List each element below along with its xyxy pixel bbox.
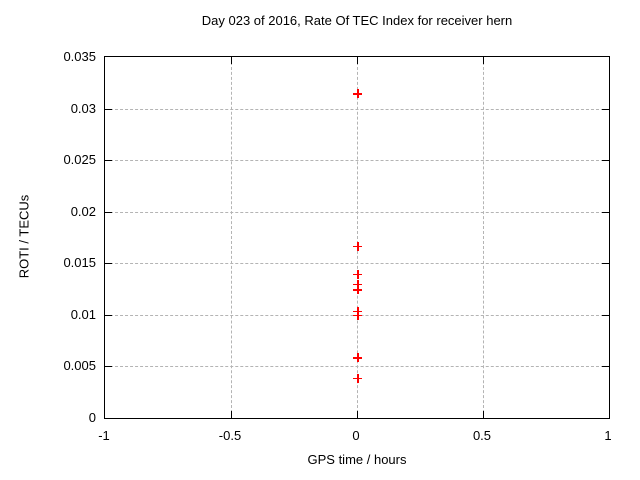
y-tick-label: 0.02 xyxy=(70,203,96,219)
x-tick-label: -0.5 xyxy=(218,428,242,443)
y-tick-label: 0.01 xyxy=(70,306,96,322)
x-tick-mark-bottom xyxy=(357,411,358,418)
x-tick-label: -1 xyxy=(98,428,110,443)
x-tick-mark-top xyxy=(483,57,484,64)
y-tick-label: 0.005 xyxy=(63,358,96,374)
data-point xyxy=(353,241,362,251)
grid-line-vertical xyxy=(357,57,358,418)
marker-bar-vertical xyxy=(357,285,359,295)
y-tick-label: 0.025 xyxy=(63,152,96,168)
marker-bar-vertical xyxy=(357,373,359,383)
marker-bar-vertical xyxy=(357,269,359,279)
y-tick-mark-right xyxy=(602,263,609,265)
y-tick-mark-left xyxy=(105,263,112,265)
marker-bar-vertical xyxy=(357,279,359,289)
x-tick-label: 0.5 xyxy=(472,428,492,443)
chart-title: Day 023 of 2016, Rate Of TEC Index for r… xyxy=(201,13,513,28)
marker-bar-vertical xyxy=(357,241,359,251)
grid-line-vertical xyxy=(231,57,232,418)
y-tick-mark-right xyxy=(602,366,609,368)
x-tick-mark-top xyxy=(357,57,358,64)
y-tick-mark-left xyxy=(105,366,112,368)
y-tick-mark-right xyxy=(602,108,609,110)
y-tick-label: 0 xyxy=(88,410,96,425)
y-tick-mark-right xyxy=(602,314,609,316)
y-axis-label: ROTI / TECUs xyxy=(16,194,32,279)
y-tick-mark-left xyxy=(105,108,112,110)
y-tick-mark-left xyxy=(105,314,112,316)
y-tick-mark-right xyxy=(602,160,609,162)
y-tick-label: 0.035 xyxy=(63,49,96,64)
x-tick-mark-bottom xyxy=(231,411,232,418)
data-point xyxy=(353,279,362,289)
data-point xyxy=(353,353,362,363)
grid-line-vertical xyxy=(483,57,484,418)
data-point xyxy=(353,373,362,383)
y-tick-mark-left xyxy=(105,211,112,213)
x-tick-label: 0 xyxy=(352,428,360,443)
y-tick-mark-left xyxy=(105,160,112,162)
x-tick-mark-bottom xyxy=(483,411,484,418)
marker-bar-vertical xyxy=(357,310,359,320)
data-point xyxy=(353,310,362,320)
marker-bar-vertical xyxy=(357,89,359,99)
marker-bar-vertical xyxy=(357,353,359,363)
x-tick-label: 1 xyxy=(604,428,612,443)
data-point xyxy=(353,89,362,99)
data-point xyxy=(353,269,362,279)
data-point xyxy=(353,285,362,295)
x-tick-mark-top xyxy=(231,57,232,64)
y-tick-label: 0.015 xyxy=(63,255,96,271)
x-axis-label: GPS time / hours xyxy=(307,452,407,467)
plot-area xyxy=(104,56,610,419)
y-tick-label: 0.03 xyxy=(70,100,96,116)
y-tick-mark-right xyxy=(602,211,609,213)
